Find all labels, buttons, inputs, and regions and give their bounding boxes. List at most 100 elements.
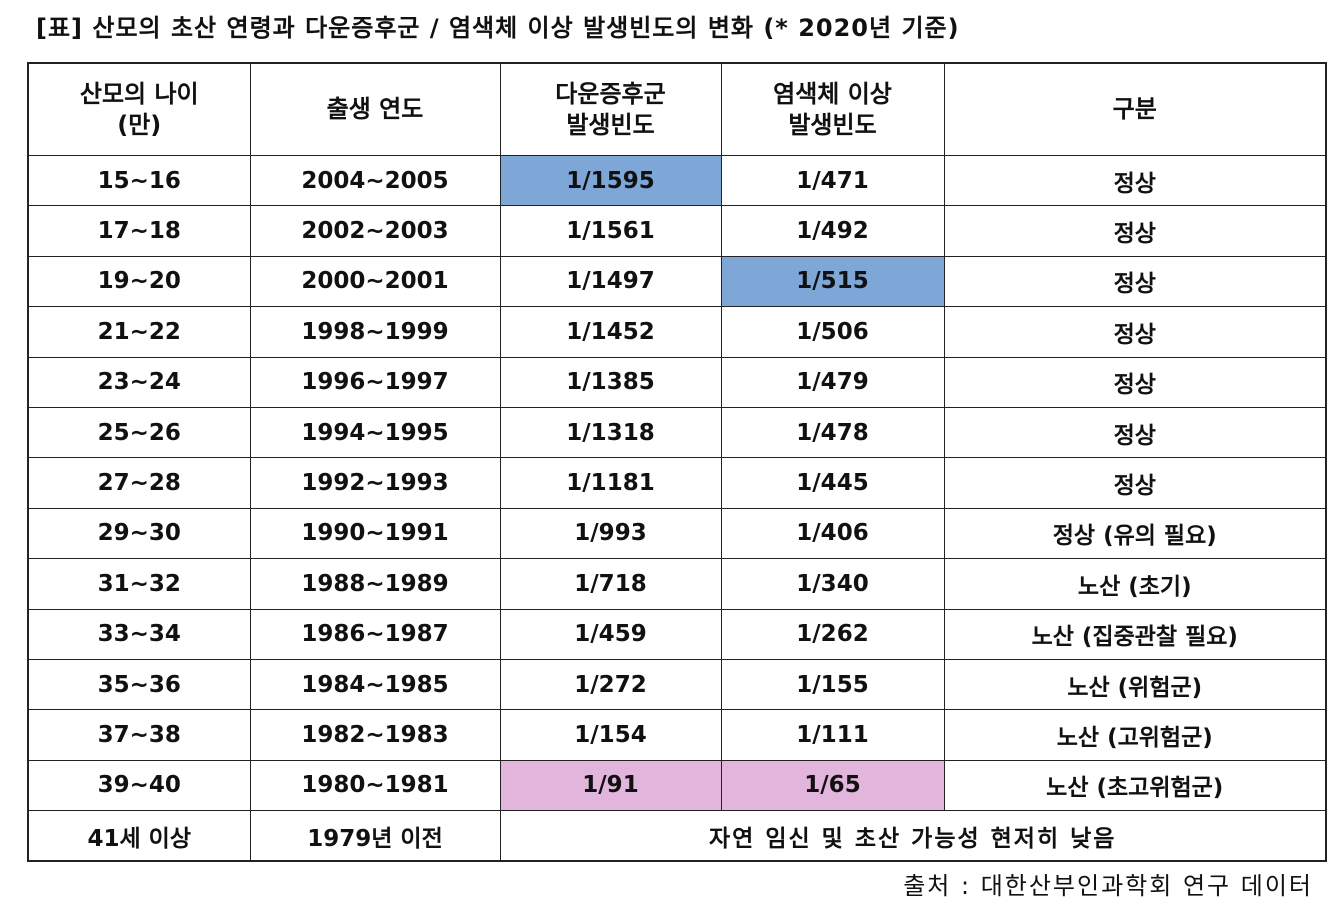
cell-age: 25~26 <box>27 406 251 459</box>
cell-age: 17~18 <box>27 205 251 257</box>
cell-year: 1982~1983 <box>249 709 501 761</box>
header-category: 구분 <box>943 62 1327 156</box>
table-row: 21~22 1998~1999 1/1452 1/506 정상 <box>27 306 1327 358</box>
cell-chrom: 1/406 <box>720 507 945 560</box>
cell-year: 2004~2005 <box>249 154 501 207</box>
cell-down: 1/1452 <box>499 306 722 358</box>
cell-chrom: 1/478 <box>720 406 945 459</box>
table-row: 25~26 1994~1995 1/1318 1/478 정상 <box>27 406 1327 459</box>
header-chromosome-abnormality-frequency: 염색체 이상 발생빈도 <box>720 62 945 156</box>
cell-year: 1998~1999 <box>249 306 501 358</box>
header-mother-age-line2: (만) <box>117 110 162 139</box>
cell-chrom: 1/65 <box>720 759 945 812</box>
cell-category: 노산 (초고위험군) <box>943 759 1327 812</box>
header-row: 산모의 나이 (만) 출생 연도 다운증후군 발생빈도 염색체 이상 발생빈도 … <box>27 62 1327 156</box>
table-row: 17~18 2002~2003 1/1561 1/492 정상 <box>27 205 1327 257</box>
cell-chrom: 1/155 <box>720 658 945 711</box>
cell-category: 정상 <box>943 457 1327 509</box>
cell-age: 29~30 <box>27 507 251 560</box>
table-row: 29~30 1990~1991 1/993 1/406 정상 (유의 필요) <box>27 507 1327 560</box>
cell-age: 23~24 <box>27 356 251 408</box>
header-down-line1: 다운증후군 <box>555 79 666 108</box>
cell-down: 1/459 <box>499 608 722 660</box>
cell-year: 2000~2001 <box>249 255 501 308</box>
cell-chrom: 1/111 <box>720 709 945 761</box>
cell-year: 1984~1985 <box>249 658 501 711</box>
cell-year: 1994~1995 <box>249 406 501 459</box>
header-down-syndrome-frequency: 다운증후군 발생빈도 <box>499 62 722 156</box>
cell-age: 21~22 <box>27 306 251 358</box>
header-chrom-line2: 발생빈도 <box>788 110 877 139</box>
cell-down: 1/1318 <box>499 406 722 459</box>
cell-age: 19~20 <box>27 255 251 308</box>
cell-year: 1986~1987 <box>249 608 501 660</box>
table-row: 33~34 1986~1987 1/459 1/262 노산 (집중관찰 필요) <box>27 608 1327 660</box>
cell-chrom: 1/506 <box>720 306 945 358</box>
cell-chrom: 1/479 <box>720 356 945 408</box>
table-row: 35~36 1984~1985 1/272 1/155 노산 (위험군) <box>27 658 1327 711</box>
cell-year: 1980~1981 <box>249 759 501 812</box>
cell-category: 노산 (고위험군) <box>943 709 1327 761</box>
table-row: 23~24 1996~1997 1/1385 1/479 정상 <box>27 356 1327 408</box>
header-mother-age-line1: 산모의 나이 <box>79 79 199 108</box>
cell-down: 1/1595 <box>499 154 722 207</box>
cell-category: 정상 <box>943 154 1327 207</box>
cell-age: 31~32 <box>27 558 251 610</box>
cell-chrom: 1/445 <box>720 457 945 509</box>
cell-chrom: 1/515 <box>720 255 945 308</box>
table-row: 37~38 1982~1983 1/154 1/111 노산 (고위험군) <box>27 709 1327 761</box>
cell-chrom: 1/340 <box>720 558 945 610</box>
cell-chrom: 1/262 <box>720 608 945 660</box>
cell-age: 37~38 <box>27 709 251 761</box>
table-row: 39~40 1980~1981 1/91 1/65 노산 (초고위험군) <box>27 759 1327 812</box>
cell-category: 정상 (유의 필요) <box>943 507 1327 560</box>
cell-category: 노산 (위험군) <box>943 658 1327 711</box>
cell-category: 정상 <box>943 406 1327 459</box>
header-chrom-line1: 염색체 이상 <box>773 79 892 108</box>
cell-year: 2002~2003 <box>249 205 501 257</box>
cell-year: 1996~1997 <box>249 356 501 408</box>
header-birth-year-label: 출생 연도 <box>326 95 424 123</box>
cell-age: 39~40 <box>27 759 251 812</box>
cell-down: 1/993 <box>499 507 722 560</box>
header-down-line2: 발생빈도 <box>566 110 655 139</box>
table-row: 27~28 1992~1993 1/1181 1/445 정상 <box>27 457 1327 509</box>
cell-down: 1/1385 <box>499 356 722 408</box>
table-row: 15~16 2004~2005 1/1595 1/471 정상 <box>27 154 1327 207</box>
cell-year: 1988~1989 <box>249 558 501 610</box>
cell-category: 정상 <box>943 205 1327 257</box>
cell-last-age: 41세 이상 <box>27 810 251 862</box>
cell-chrom: 1/471 <box>720 154 945 207</box>
cell-category: 정상 <box>943 306 1327 358</box>
cell-down: 1/1181 <box>499 457 722 509</box>
header-category-label: 구분 <box>1112 95 1157 123</box>
cell-category: 정상 <box>943 255 1327 308</box>
cell-last-note: 자연 임신 및 초산 가능성 현저히 낮음 <box>499 810 1327 862</box>
cell-category: 노산 (집중관찰 필요) <box>943 608 1327 660</box>
cell-down: 1/1561 <box>499 205 722 257</box>
table-row: 19~20 2000~2001 1/1497 1/515 정상 <box>27 255 1327 308</box>
cell-chrom: 1/492 <box>720 205 945 257</box>
table-row-last: 41세 이상 1979년 이전 자연 임신 및 초산 가능성 현저히 낮음 <box>27 810 1327 862</box>
cell-last-year: 1979년 이전 <box>249 810 501 862</box>
cell-age: 15~16 <box>27 154 251 207</box>
cell-down: 1/718 <box>499 558 722 610</box>
cell-down: 1/272 <box>499 658 722 711</box>
cell-age: 35~36 <box>27 658 251 711</box>
cell-down: 1/154 <box>499 709 722 761</box>
table-body: 15~16 2004~2005 1/1595 1/471 정상 17~18 2002~200… <box>27 154 1327 862</box>
cell-age: 33~34 <box>27 608 251 660</box>
header-mother-age: 산모의 나이 (만) <box>27 62 251 156</box>
source-note: 출처 : 대한산부인과학회 연구 데이터 <box>903 872 1313 900</box>
cell-category: 노산 (초기) <box>943 558 1327 610</box>
cell-age: 27~28 <box>27 457 251 509</box>
header-birth-year: 출생 연도 <box>249 62 501 156</box>
cell-down: 1/1497 <box>499 255 722 308</box>
cell-category: 정상 <box>943 356 1327 408</box>
cell-year: 1990~1991 <box>249 507 501 560</box>
age-frequency-table: 산모의 나이 (만) 출생 연도 다운증후군 발생빈도 염색체 이상 발생빈도 … <box>27 62 1327 863</box>
cell-down: 1/91 <box>499 759 722 812</box>
table-row: 31~32 1988~1989 1/718 1/340 노산 (초기) <box>27 558 1327 610</box>
cell-year: 1992~1993 <box>249 457 501 509</box>
table-title: [표] 산모의 초산 연령과 다운증후군 / 염색체 이상 발생빈도의 변화 (… <box>36 14 960 42</box>
